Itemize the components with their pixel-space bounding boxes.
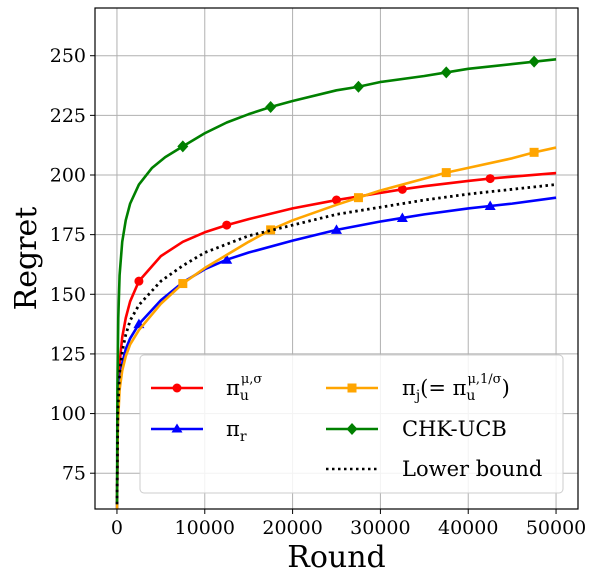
x-tick-label: 30000 (350, 517, 410, 539)
y-tick-label: 150 (50, 284, 86, 306)
marker-chk-ucb (265, 101, 277, 114)
marker-pi-r (484, 200, 496, 211)
x-tick-label: 50000 (526, 517, 586, 539)
x-tick-label: 40000 (438, 517, 498, 539)
x-tick-label: 10000 (175, 517, 235, 539)
legend-marker-pi-j (347, 383, 357, 393)
marker-chk-ucb (177, 140, 189, 153)
marker-pi-j (353, 193, 363, 203)
marker-chk-ucb (528, 55, 540, 68)
marker-pi-u (222, 220, 232, 230)
series-line-pi-j (115, 146, 557, 509)
marker-chk-ucb (352, 80, 364, 93)
marker-chk-ucb (440, 66, 452, 79)
marker-pi-u (397, 184, 407, 194)
legend-label-chk-ucb: CHK-UCB (402, 417, 507, 441)
marker-pi-j (441, 168, 451, 178)
marker-pi-u (332, 195, 341, 205)
legend-label-lower-bound: Lower bound (402, 457, 542, 481)
marker-pi-j (178, 279, 188, 289)
marker-pi-j (529, 147, 539, 157)
marker-pi-u (485, 174, 495, 184)
plot-frame (94, 7, 579, 510)
y-tick-label: 225 (50, 105, 86, 127)
marker-pi-r (221, 254, 233, 264)
marker-pi-u (134, 276, 144, 286)
legend-marker-pi-u (172, 383, 182, 393)
x-tick-label: 20000 (262, 517, 322, 539)
legend-entry-chk-ucb: CHK-UCB (326, 417, 507, 441)
series-lines (115, 55, 557, 509)
y-tick-label: 75 (62, 463, 86, 485)
legend-marker-pi-r (171, 423, 183, 433)
y-tick-label: 250 (50, 45, 86, 67)
legend-marker-chk-ucb (346, 423, 358, 435)
x-axis-title: Round (287, 540, 386, 575)
marker-pi-j (266, 225, 276, 235)
y-tick-label: 200 (50, 165, 86, 187)
x-axis-ticks: 0 10000 20000 30000 40000 50000 (111, 509, 586, 539)
marker-pi-r (396, 212, 408, 222)
marker-pi-r (331, 224, 342, 234)
y-tick-label: 100 (50, 403, 86, 425)
legend: πuμ,σ πr πj(= πuμ,1/σ) CHK-UCB Lower bou… (139, 354, 564, 494)
y-tick-label: 125 (50, 343, 86, 365)
y-axis-title: Regret (9, 207, 44, 311)
y-axis-ticks: 75 100 125 150 175 200 225 250 (50, 45, 95, 485)
y-tick-label: 175 (50, 224, 86, 246)
legend-entry-lower-bound: Lower bound (326, 457, 542, 481)
x-tick-label: 0 (111, 517, 123, 539)
